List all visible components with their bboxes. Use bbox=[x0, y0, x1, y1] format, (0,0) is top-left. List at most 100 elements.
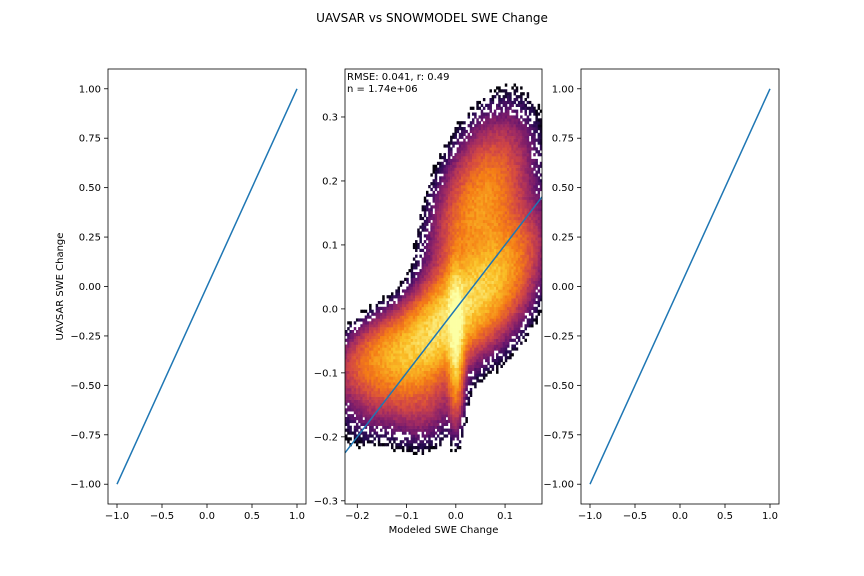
heatmap-cell bbox=[421, 382, 425, 386]
heatmap-cell bbox=[404, 356, 407, 360]
heatmap-cell bbox=[480, 202, 484, 206]
heatmap-cell bbox=[347, 408, 350, 412]
heatmap-cell bbox=[419, 330, 422, 334]
heatmap-cell bbox=[489, 182, 492, 186]
heatmap-cell bbox=[496, 330, 499, 334]
heatmap-cell bbox=[450, 425, 453, 429]
heatmap-cell bbox=[461, 251, 464, 255]
heatmap-cell bbox=[375, 327, 379, 331]
heatmap-cell bbox=[412, 327, 416, 331]
heatmap-cell bbox=[380, 330, 383, 334]
heatmap-cell bbox=[417, 243, 420, 247]
heatmap-cell bbox=[434, 306, 438, 310]
heatmap-cell bbox=[419, 214, 422, 218]
heatmap-cell bbox=[456, 321, 460, 325]
heatmap-cell bbox=[480, 306, 484, 310]
heatmap-cell bbox=[487, 301, 490, 305]
heatmap-cell bbox=[399, 312, 403, 316]
heatmap-cell bbox=[362, 330, 365, 334]
heatmap-cell bbox=[421, 248, 425, 252]
heatmap-cell bbox=[395, 428, 398, 432]
heatmap-cell bbox=[454, 185, 457, 189]
heatmap-cell bbox=[430, 222, 433, 226]
heatmap-cell bbox=[355, 422, 359, 426]
heatmap-cell bbox=[430, 301, 433, 305]
heatmap-cell bbox=[430, 182, 433, 186]
heatmap-cell bbox=[419, 327, 422, 331]
heatmap-cell bbox=[456, 214, 460, 218]
heatmap-cell bbox=[471, 367, 475, 371]
heatmap-cell bbox=[388, 408, 392, 412]
heatmap-cell bbox=[410, 341, 414, 345]
heatmap-cell bbox=[401, 335, 405, 339]
heatmap-cell bbox=[467, 274, 471, 279]
heatmap-cell bbox=[469, 216, 473, 221]
heatmap-cell bbox=[375, 393, 379, 397]
heatmap-cell bbox=[487, 266, 490, 270]
heatmap-cell bbox=[408, 388, 411, 392]
heatmap-cell bbox=[467, 341, 471, 345]
heatmap-cell bbox=[450, 399, 453, 403]
heatmap-cell bbox=[436, 335, 440, 339]
heatmap-cell bbox=[371, 393, 374, 397]
heatmap-cell bbox=[386, 295, 390, 299]
heatmap-cell bbox=[471, 286, 475, 290]
heatmap-cell bbox=[496, 205, 499, 209]
heatmap-cell bbox=[478, 214, 482, 218]
heatmap-cell bbox=[399, 338, 403, 342]
heatmap-cell bbox=[467, 237, 471, 241]
heatmap-cell bbox=[482, 115, 486, 119]
heatmap-cell bbox=[360, 440, 363, 444]
heatmap-cell bbox=[419, 361, 422, 366]
heatmap-cell bbox=[461, 153, 464, 157]
heatmap-cell bbox=[425, 266, 429, 270]
heatmap-cell bbox=[491, 115, 495, 119]
heatmap-cell bbox=[375, 341, 379, 345]
heatmap-cell bbox=[461, 257, 464, 261]
heatmap-cell bbox=[412, 440, 416, 444]
heatmap-cell bbox=[445, 225, 449, 229]
heatmap-cell bbox=[399, 414, 403, 418]
heatmap-cell bbox=[489, 286, 492, 290]
heatmap-cell bbox=[445, 356, 449, 360]
heatmap-cell bbox=[456, 216, 460, 221]
heatmap-cell bbox=[434, 443, 438, 447]
heatmap-cell bbox=[476, 335, 479, 339]
heatmap-cell bbox=[458, 353, 462, 357]
heatmap-cell bbox=[485, 266, 488, 270]
heatmap-cell bbox=[447, 260, 451, 264]
heatmap-cell bbox=[436, 254, 440, 258]
heatmap-cell bbox=[421, 451, 425, 455]
heatmap-cell bbox=[450, 361, 453, 366]
heatmap-cell bbox=[454, 182, 457, 186]
heatmap-cell bbox=[397, 318, 401, 322]
heatmap-cell bbox=[474, 274, 477, 279]
heatmap-cell bbox=[443, 315, 446, 319]
heatmap-cell bbox=[445, 234, 449, 238]
heatmap-cell bbox=[351, 419, 355, 424]
heatmap-cell bbox=[432, 269, 436, 273]
heatmap-cell bbox=[458, 202, 462, 206]
heatmap-cell bbox=[441, 344, 444, 348]
heatmap-cell bbox=[452, 434, 455, 438]
heatmap-cell bbox=[485, 269, 488, 273]
heatmap-cell bbox=[362, 414, 365, 418]
heatmap-cell bbox=[489, 350, 492, 354]
heatmap-cell bbox=[362, 393, 365, 397]
heatmap-cell bbox=[496, 353, 499, 357]
heatmap-cell bbox=[393, 425, 396, 429]
heatmap-cell bbox=[406, 373, 409, 377]
heatmap-cell bbox=[404, 303, 407, 308]
heatmap-cell bbox=[496, 260, 499, 264]
y-tick-label: −0.3 bbox=[314, 496, 338, 507]
heatmap-cell bbox=[445, 205, 449, 209]
heatmap-cell bbox=[480, 170, 484, 174]
heatmap-cell bbox=[469, 141, 473, 145]
heatmap-cell bbox=[450, 214, 453, 218]
heatmap-cell bbox=[371, 318, 374, 322]
heatmap-cell bbox=[410, 263, 414, 267]
heatmap-cell bbox=[491, 347, 495, 351]
heatmap-cell bbox=[436, 240, 440, 244]
heatmap-cell bbox=[395, 396, 398, 400]
heatmap-cell bbox=[493, 187, 497, 192]
